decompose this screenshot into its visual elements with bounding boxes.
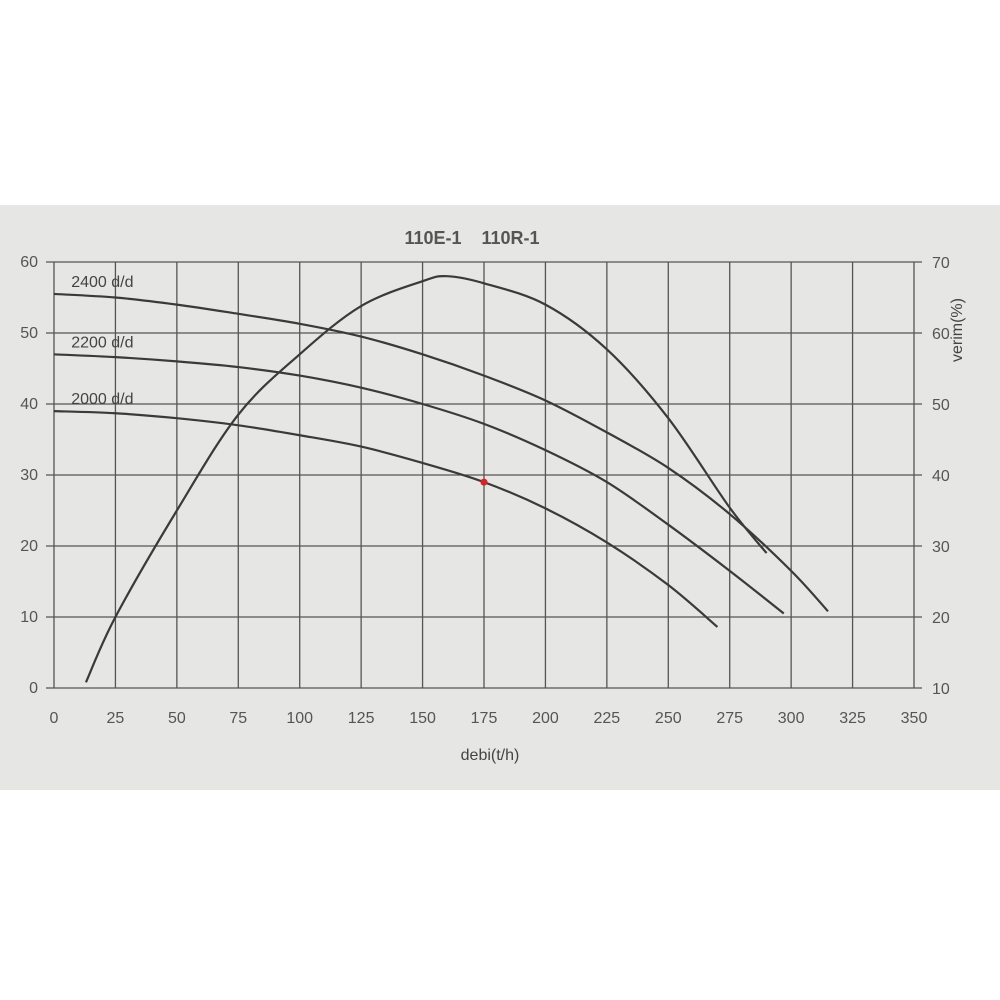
x-tick-label: 175: [471, 710, 498, 727]
chart-title: 110E-1 110R-1: [404, 228, 539, 248]
curve-2200: [53, 353, 785, 615]
y-tick-label: 30: [20, 467, 38, 484]
y2-tick-label: 30: [932, 539, 950, 556]
y-tick-label: 50: [20, 325, 38, 342]
y-tick-label: 60: [20, 254, 38, 271]
x-tick-label: 50: [168, 710, 186, 727]
y2-tick-label: 70: [932, 255, 950, 272]
x-tick-label: 350: [901, 710, 928, 727]
x-tick-label: 0: [50, 710, 59, 727]
operating-point-marker: [480, 478, 488, 486]
y2-axis-label: verim(%): [949, 298, 966, 362]
y-tick-label: 40: [20, 396, 38, 413]
x-tick-label: 225: [594, 710, 621, 727]
y-tick-label: 10: [20, 609, 38, 626]
y-tick-label: 0: [29, 680, 38, 697]
grid: [46, 261, 922, 689]
x-tick-label: 325: [839, 710, 866, 727]
series-label: 2000 d/d: [71, 391, 133, 408]
y2-tick-label: 10: [932, 681, 950, 698]
y2-tick-label: 50: [932, 397, 950, 414]
x-tick-label: 150: [409, 710, 436, 727]
x-tick-label: 250: [655, 710, 682, 727]
x-tick-label: 100: [286, 710, 313, 727]
x-axis-label: debi(t/h): [461, 747, 520, 764]
series-label: 2200 d/d: [71, 334, 133, 351]
efficiency-curve: [84, 275, 768, 683]
x-tick-label: 200: [532, 710, 559, 727]
y2-tick-label: 60: [932, 326, 950, 343]
x-tick-label: 125: [348, 710, 375, 727]
x-tick-label: 75: [229, 710, 247, 727]
y-tick-label: 20: [20, 538, 38, 555]
y2-tick-label: 40: [932, 468, 950, 485]
x-tick-label: 25: [107, 710, 125, 727]
x-tick-label: 300: [778, 710, 805, 727]
y2-tick-label: 20: [932, 610, 950, 627]
x-tick-label: 275: [716, 710, 743, 727]
series-label: 2400 d/d: [71, 274, 133, 291]
curve-2000: [53, 410, 719, 628]
curve-2400: [53, 292, 829, 613]
